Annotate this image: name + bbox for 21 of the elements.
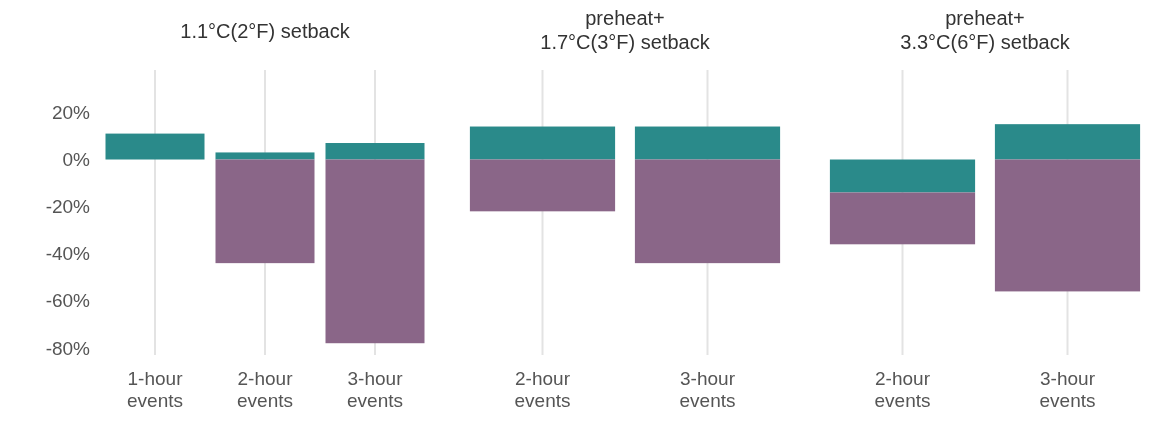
y-tick-label: -40% [45, 243, 91, 265]
bar [325, 159, 425, 344]
y-tick-label: -60% [45, 290, 91, 312]
bar [105, 133, 205, 160]
x-tick-label: 2-hour events [514, 368, 571, 411]
chart-title: 1.1°C(2°F) setback [180, 20, 351, 42]
x-tick-label: 1-hour events [127, 368, 184, 411]
y-tick-label: 20% [51, 102, 91, 124]
x-tick-label: 3-hour events [679, 368, 736, 411]
bar [325, 143, 425, 160]
chart-title: preheat+ 1.7°C(3°F) setback [540, 7, 711, 53]
bar [215, 159, 315, 264]
chart-title: preheat+ 3.3°C(6°F) setback [900, 7, 1071, 53]
x-tick-label: 3-hour events [347, 368, 404, 411]
y-tick-label: -80% [45, 337, 91, 359]
bar [215, 152, 315, 160]
x-tick-label: 2-hour events [237, 368, 294, 411]
y-tick-label: 0% [62, 149, 91, 171]
x-tick-label: 2-hour events [874, 368, 931, 411]
y-tick-label: -20% [45, 196, 91, 218]
x-tick-label: 3-hour events [1039, 368, 1096, 411]
